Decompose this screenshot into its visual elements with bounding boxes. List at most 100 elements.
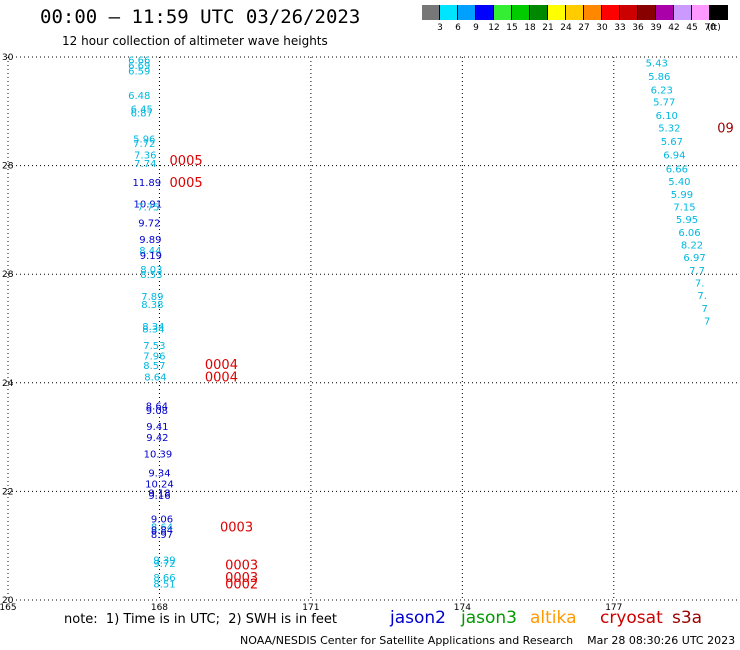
swh-label: 10.91 xyxy=(134,200,163,211)
swh-label: 7.72 xyxy=(133,139,155,150)
swh-label: 6.23 xyxy=(651,86,673,97)
points-layer: 6.666.696.596.486.456.875.967.727.367.74… xyxy=(128,56,734,593)
legend-label: 33 xyxy=(614,23,626,33)
swh-label: 5.43 xyxy=(646,58,668,69)
swh-label: 8.66 xyxy=(153,573,175,584)
satellite-label-cryosat: cryosat xyxy=(600,608,663,628)
footer-note: note: 1) Time is in UTC; 2) SWH is in fe… xyxy=(64,612,337,627)
swh-label: 5.96 xyxy=(133,134,155,145)
x-tick-label: 174 xyxy=(454,603,471,613)
y-tick-label: 24 xyxy=(2,379,14,389)
time-label: 0004 xyxy=(205,370,238,385)
legend-label: 6 xyxy=(455,23,461,33)
swh-label: 8.97 xyxy=(151,530,173,541)
swh-label: 8.57 xyxy=(143,361,165,372)
y-tick-label: 28 xyxy=(2,162,14,172)
swh-label: 9.89 xyxy=(139,235,161,246)
swh-label: 9.06 xyxy=(151,515,173,526)
swh-label: 7.96 xyxy=(143,352,165,363)
swh-label: 7.74 xyxy=(134,159,156,170)
swh-label: 6.06 xyxy=(678,228,700,239)
swh-label: 7.75 xyxy=(137,202,159,213)
swh-label: 5.99 xyxy=(671,190,693,201)
legend-swatch xyxy=(440,5,458,20)
swh-label: 5.77 xyxy=(653,98,675,109)
time-label: 0002 xyxy=(225,578,258,593)
legend-label: 21 xyxy=(542,23,554,33)
swh-label: 6.94 xyxy=(663,151,685,162)
swh-label: 6.10 xyxy=(656,111,678,122)
legend-label: 27 xyxy=(578,23,590,33)
time-label: 0005 xyxy=(170,176,203,191)
swh-label: 6.59 xyxy=(128,67,150,78)
legend-swatch xyxy=(530,5,548,20)
legend-label: 70 xyxy=(704,23,716,33)
swh-label: 8.03 xyxy=(140,265,162,276)
swh-label: 7.53 xyxy=(143,341,165,352)
x-tick-label: 171 xyxy=(302,603,319,613)
x-tick-label: 165 xyxy=(0,603,17,613)
swh-label: 5.95 xyxy=(676,215,698,226)
credit-line: NOAA/NESDIS Center for Satellite Applica… xyxy=(240,634,736,647)
swh-label: 10.24 xyxy=(145,479,174,490)
legend-swatch xyxy=(710,5,728,20)
swh-label: 8.64 xyxy=(144,372,166,383)
axis-layer: 20 22 24 28 28 30 165 168 171 174 177 xyxy=(0,53,622,613)
time-label: 0004 xyxy=(205,358,238,373)
legend-unit: (ft) xyxy=(707,23,721,33)
legend-swatch xyxy=(656,5,674,20)
legend-swatch xyxy=(458,5,476,20)
swh-label: 8.34 xyxy=(142,325,164,336)
swh-label: 6.45 xyxy=(131,105,153,116)
swh-label: 9.08 xyxy=(146,406,168,417)
time-label: 0003 xyxy=(220,521,253,536)
legend-label: 12 xyxy=(488,23,500,33)
legend-label: 39 xyxy=(650,23,662,33)
swh-label: 7.36 xyxy=(134,151,156,162)
swh-label: 9.18 xyxy=(148,488,170,499)
swh-label: 6.87 xyxy=(131,108,153,119)
satellite-label-s3a: s3a xyxy=(672,608,703,628)
satellite-label-jason3: jason3 xyxy=(461,608,517,628)
swh-label: 7.15 xyxy=(673,202,695,213)
swh-label: 5.40 xyxy=(668,177,690,188)
swh-label: 5.86 xyxy=(648,72,670,83)
y-tick-label: 20 xyxy=(2,596,14,606)
swh-label: 7.7 xyxy=(689,266,705,277)
y-tick-label: 22 xyxy=(2,487,13,497)
swh-label: 6.97 xyxy=(683,253,705,264)
swh-label: 7. xyxy=(695,278,705,289)
y-tick-label: 30 xyxy=(2,53,14,63)
legend-label: 45 xyxy=(686,23,698,33)
legend-label: 9 xyxy=(473,23,479,33)
page-title: 00:00 – 11:59 UTC 03/26/2023 xyxy=(40,6,361,28)
swh-label: 7 xyxy=(701,304,707,315)
satellite-label-altika: altika xyxy=(530,608,577,628)
swh-label: 8.22 xyxy=(681,240,703,251)
swh-label: 6.69 xyxy=(128,61,150,72)
swh-label: 9.19 xyxy=(140,251,162,262)
swh-label: 9.41 xyxy=(146,422,168,433)
swh-label: 8.64 xyxy=(146,402,168,413)
swh-label: 7.89 xyxy=(141,292,163,303)
legend-label: 24 xyxy=(560,23,572,33)
legend-swatch xyxy=(548,5,566,20)
swh-label: 8.38 xyxy=(141,300,163,311)
x-tick-label: 177 xyxy=(605,603,622,613)
legend-label: 3 xyxy=(437,23,443,33)
time-label: 09 xyxy=(717,122,734,137)
legend-swatch xyxy=(602,5,620,20)
legend-swatch xyxy=(620,5,638,20)
legend-swatch xyxy=(422,5,440,20)
time-label: 0003 xyxy=(225,571,258,586)
swh-label: 8.53 xyxy=(140,270,162,281)
legend-label: 42 xyxy=(668,23,680,33)
swh-label: 6.66 xyxy=(666,164,688,175)
page-subtitle: 12 hour collection of altimeter wave hei… xyxy=(62,34,328,48)
legend-swatch xyxy=(638,5,656,20)
swh-label: 7. xyxy=(697,291,707,302)
swh-label: 6.66 xyxy=(128,56,150,67)
legend-label: 30 xyxy=(596,23,608,33)
legend-swatch xyxy=(566,5,584,20)
